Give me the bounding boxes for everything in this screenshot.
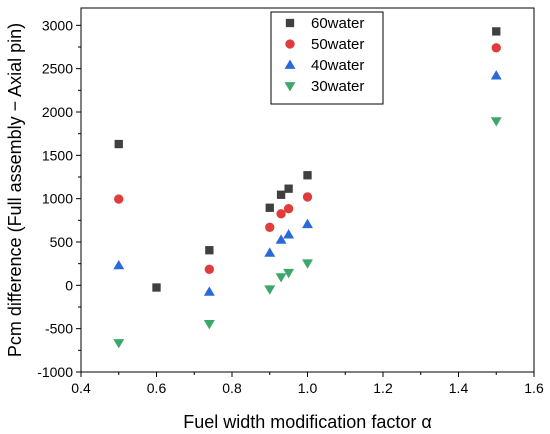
legend-marker-50water [285,39,295,49]
point-40water [302,218,313,229]
series-60water [114,27,501,292]
x-tick-label: 0.8 [222,380,242,396]
point-60water [152,283,161,292]
point-30water [283,268,295,279]
point-40water [490,70,502,80]
point-60water [284,184,293,193]
x-tick-label: 1.2 [373,380,393,396]
point-30water [113,339,125,349]
point-50water [302,192,313,202]
point-60water [265,203,274,212]
plot-frame [80,7,535,373]
y-tick-label: 2000 [42,104,73,120]
series-30water [113,117,502,349]
legend-marker-30water [284,82,296,92]
legend-marker-60water [285,18,295,28]
point-30water [302,259,313,269]
point-50water [491,43,501,53]
point-30water [490,117,502,127]
legend-label: 50water [311,36,364,53]
y-tick-label: 1000 [42,191,73,207]
data-points [113,27,502,349]
legend-label: 30water [311,78,364,95]
x-tick-label: 0.4 [71,380,91,396]
legend: 60water 50water 40water 30water [270,11,384,105]
series-50water [114,43,501,274]
point-40water [113,259,125,270]
y-tick-label: 500 [50,234,74,250]
point-60water [114,139,123,149]
legend-label: 60water [311,15,364,32]
x-tick-label: 1.4 [449,380,469,396]
point-30water [203,320,215,330]
point-50water [265,222,275,232]
point-60water [492,27,501,36]
y-tick-label: 1500 [42,147,73,163]
x-tick-label: 1.0 [298,380,318,396]
point-40water [264,247,276,257]
point-50water [276,209,286,219]
y-tick-label: 3000 [42,17,73,33]
y-tick-label: -1000 [37,364,73,380]
point-40water [275,234,287,244]
x-tick-label: 1.6 [524,380,544,396]
point-30water [264,285,276,295]
series-40water [113,70,502,296]
x-axis-title: Fuel width modification factor α [183,412,432,432]
legend-marker-40water [284,59,296,69]
x-tick-label: 0.6 [147,380,167,396]
y-tick-label: -500 [45,321,73,337]
legend-label: 40water [311,57,364,74]
y-axis-title: Pcm difference (Full assembly − Axial pi… [5,23,25,357]
point-50water [204,264,215,274]
y-tick-label: 2500 [42,61,73,77]
point-50water [114,194,124,204]
point-30water [275,273,287,283]
point-40water [283,229,295,239]
ticks-layer: 0.4 0.6 0.8 1.0 1.2 1.4 1.6 -1000 -500 0 500 1000 15… [37,17,544,396]
point-40water [203,286,215,296]
point-60water [276,190,286,199]
point-50water [283,203,294,214]
point-60water [303,171,312,180]
y-tick-label: 0 [65,277,73,293]
point-60water [205,246,214,255]
